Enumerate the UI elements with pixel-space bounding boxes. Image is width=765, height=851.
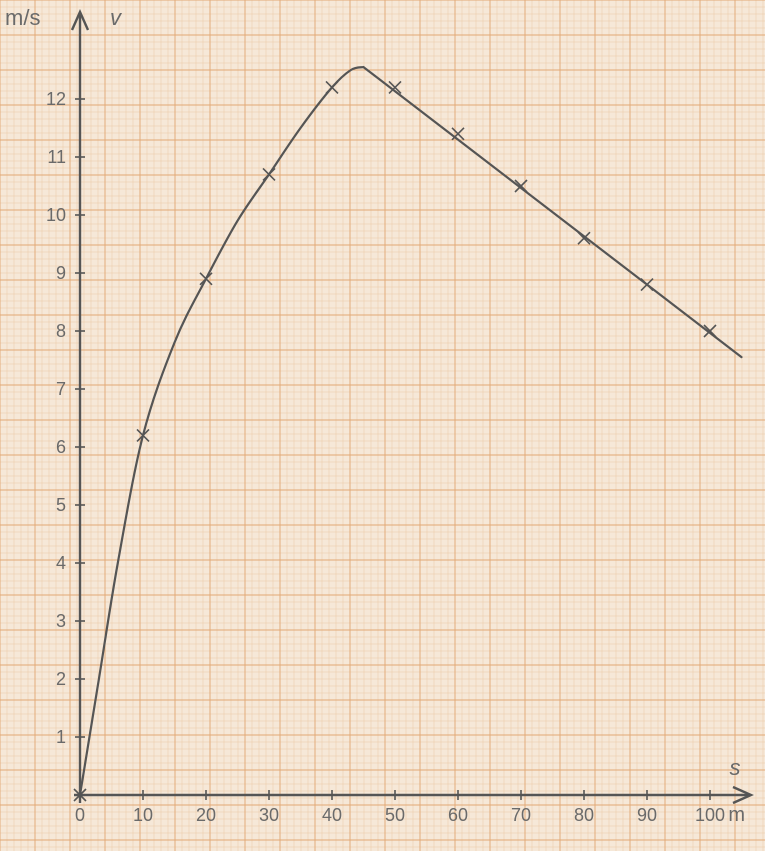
y-tick-label: 4 — [56, 553, 66, 573]
y-tick-label: 2 — [56, 669, 66, 689]
paper-background — [0, 0, 765, 851]
x-tick-label: 10 — [133, 805, 153, 825]
x-tick-label: 70 — [511, 805, 531, 825]
y-tick-label: 11 — [47, 147, 66, 167]
x-tick-label: 20 — [196, 805, 216, 825]
chart-svg: 0102030405060708090100123456789101112vm/… — [0, 0, 765, 851]
x-tick-label: 90 — [637, 805, 657, 825]
y-tick-label: 3 — [56, 611, 66, 631]
x-tick-label: 80 — [574, 805, 594, 825]
x-tick-label: 0 — [75, 805, 85, 825]
y-tick-label: 12 — [46, 89, 66, 109]
y-tick-label: 8 — [56, 321, 66, 341]
y-tick-label: 10 — [46, 205, 66, 225]
y-tick-label: 5 — [56, 495, 66, 515]
y-tick-label: 7 — [56, 379, 66, 399]
graph-paper-chart: 0102030405060708090100123456789101112vm/… — [0, 0, 765, 851]
y-tick-label: 6 — [56, 437, 66, 457]
x-tick-label: 60 — [448, 805, 468, 825]
x-tick-label: 30 — [259, 805, 279, 825]
x-axis-unit: m — [728, 804, 745, 826]
x-tick-label: 50 — [385, 805, 405, 825]
y-tick-label: 1 — [56, 727, 66, 747]
x-axis-label: s — [730, 755, 741, 780]
y-axis-unit: m/s — [5, 5, 40, 30]
y-tick-label: 9 — [56, 263, 66, 283]
x-tick-label: 40 — [322, 805, 342, 825]
x-tick-label: 100 — [695, 805, 725, 825]
